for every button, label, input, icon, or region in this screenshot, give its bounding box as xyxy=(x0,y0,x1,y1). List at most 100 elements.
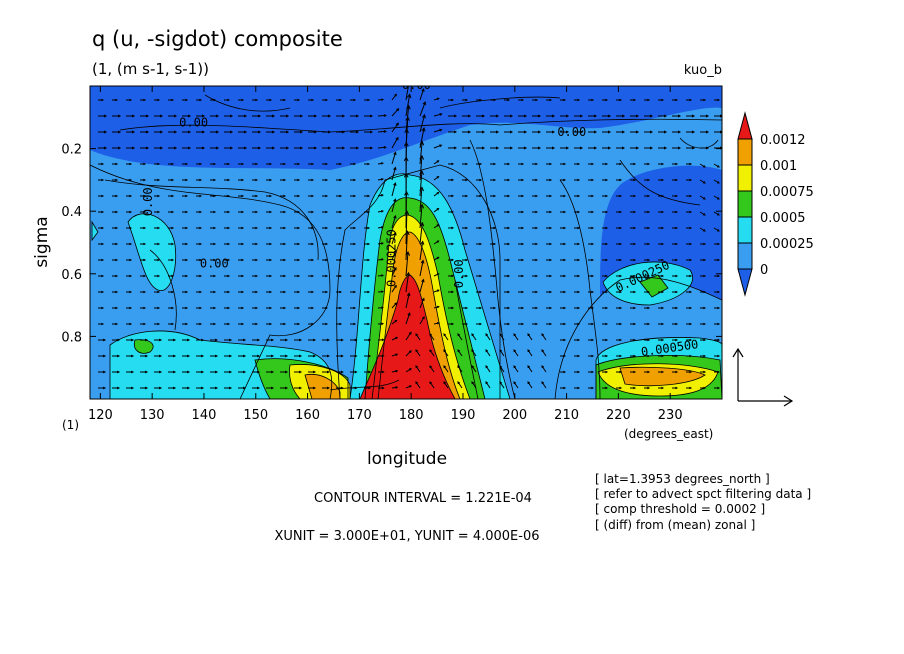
vector-arrowhead xyxy=(256,354,261,358)
vector-arrowhead xyxy=(436,256,440,260)
vector-arrow xyxy=(541,349,547,357)
vector-arrowhead xyxy=(429,381,433,385)
vector-arrowhead xyxy=(367,98,371,102)
vector-arrowhead xyxy=(479,178,483,182)
vector-arrowhead xyxy=(563,258,567,262)
vector-arrowhead xyxy=(355,130,360,134)
vector-arrowhead xyxy=(129,226,133,230)
vector-arrowhead xyxy=(633,98,637,102)
vector-arrowhead xyxy=(102,386,107,390)
vector-arrowhead xyxy=(199,306,203,310)
vector-arrowhead xyxy=(129,290,133,294)
vector-arrow xyxy=(513,381,519,389)
vector-arrowhead xyxy=(579,146,584,150)
vector-arrowhead xyxy=(129,322,133,326)
vector-arrow xyxy=(391,108,399,117)
vector-arrowhead xyxy=(605,290,609,294)
vector-arrowhead xyxy=(255,258,259,262)
vector-arrowhead xyxy=(439,113,443,116)
vector-arrowhead xyxy=(717,197,720,200)
vector-arrowhead xyxy=(605,242,609,246)
vector-arrowhead xyxy=(419,140,425,146)
vector-arrowhead xyxy=(131,114,136,118)
vector-arrowhead xyxy=(312,370,317,374)
x-axis-label: longitude xyxy=(367,449,447,469)
vector-arrowhead xyxy=(717,386,721,390)
vector-arrow xyxy=(405,313,411,325)
vector-arrowhead xyxy=(691,146,696,150)
vector-arrowhead xyxy=(325,306,329,310)
vector-arrow xyxy=(433,129,442,133)
colorbar-segment xyxy=(737,242,753,270)
vector-arrowhead xyxy=(173,146,178,150)
vector-arrowhead xyxy=(591,274,595,278)
vector-arrowhead xyxy=(143,258,147,262)
vector-arrowhead xyxy=(171,306,175,310)
vector-arrowhead xyxy=(577,306,581,310)
vector-arrowhead xyxy=(717,165,720,168)
vector-arrowhead xyxy=(115,98,119,102)
vector-arrowhead xyxy=(311,274,315,278)
contour-fill xyxy=(92,222,98,240)
vector-arrowhead xyxy=(201,114,206,118)
vector-arrowhead xyxy=(143,178,147,182)
vector-arrowhead xyxy=(593,114,598,118)
vector-arrow xyxy=(457,381,463,389)
vector-arrowhead xyxy=(173,114,178,118)
vector-arrowhead xyxy=(479,258,483,262)
vector-arrowhead xyxy=(549,162,553,166)
vector-arrowhead xyxy=(159,114,164,118)
vector-arrowhead xyxy=(241,242,245,246)
vector-arrowhead xyxy=(523,130,528,134)
contour-line xyxy=(104,179,319,261)
vector-arrowhead xyxy=(509,146,514,150)
vector-arrowhead xyxy=(270,386,275,390)
vector-arrowhead xyxy=(619,306,623,310)
vector-arrowhead xyxy=(312,354,317,358)
vector-arrowhead xyxy=(297,306,301,310)
vector-arrowhead xyxy=(549,290,553,294)
vector-arrowhead xyxy=(341,130,346,134)
vector-arrowhead xyxy=(199,258,203,262)
contour-line xyxy=(559,179,601,399)
vector-arrowhead xyxy=(129,274,133,278)
vector-arrowhead xyxy=(116,354,121,358)
vector-arrowhead xyxy=(647,98,651,102)
vector-arrowhead xyxy=(591,98,595,102)
vector-arrowhead xyxy=(443,333,447,337)
vector-arrowhead xyxy=(619,98,623,102)
vector-arrowhead xyxy=(591,226,595,230)
vector-arrowhead xyxy=(565,146,570,150)
vector-arrowhead xyxy=(591,338,595,342)
vector-arrowhead xyxy=(393,231,397,236)
vector-arrowhead xyxy=(185,162,189,166)
vector-arrowhead xyxy=(521,322,525,326)
vector-arrowhead xyxy=(171,162,175,166)
vector-arrowhead xyxy=(271,130,276,134)
vector-arrowhead xyxy=(129,258,133,262)
vector-arrowhead xyxy=(341,146,346,150)
vector-arrowhead xyxy=(157,322,161,326)
vector-arrowhead xyxy=(101,242,105,246)
vector-arrowhead xyxy=(325,290,329,294)
plot-frame xyxy=(89,85,723,400)
vector-arrowhead xyxy=(367,322,371,326)
vector-arrowhead xyxy=(479,290,483,294)
vector-arrowhead xyxy=(436,273,440,276)
vector-arrowhead xyxy=(493,258,497,262)
vector-arrowhead xyxy=(311,258,315,262)
vector-arrowhead xyxy=(577,322,581,326)
vector-arrowhead xyxy=(396,108,400,112)
vector-arrowhead xyxy=(186,370,191,374)
vector-arrowhead xyxy=(465,274,469,278)
vector-arrow xyxy=(419,316,425,325)
vector-arrowhead xyxy=(619,322,623,326)
vector-arrowhead xyxy=(633,210,637,214)
vector-arrowhead xyxy=(325,226,329,230)
vector-arrowhead xyxy=(649,114,654,118)
vector-arrowhead xyxy=(157,162,161,166)
vector-arrowhead xyxy=(213,162,217,166)
vector-arrowhead xyxy=(535,274,539,278)
vector-arrowhead xyxy=(393,166,397,171)
vector-arrowhead xyxy=(143,226,147,230)
